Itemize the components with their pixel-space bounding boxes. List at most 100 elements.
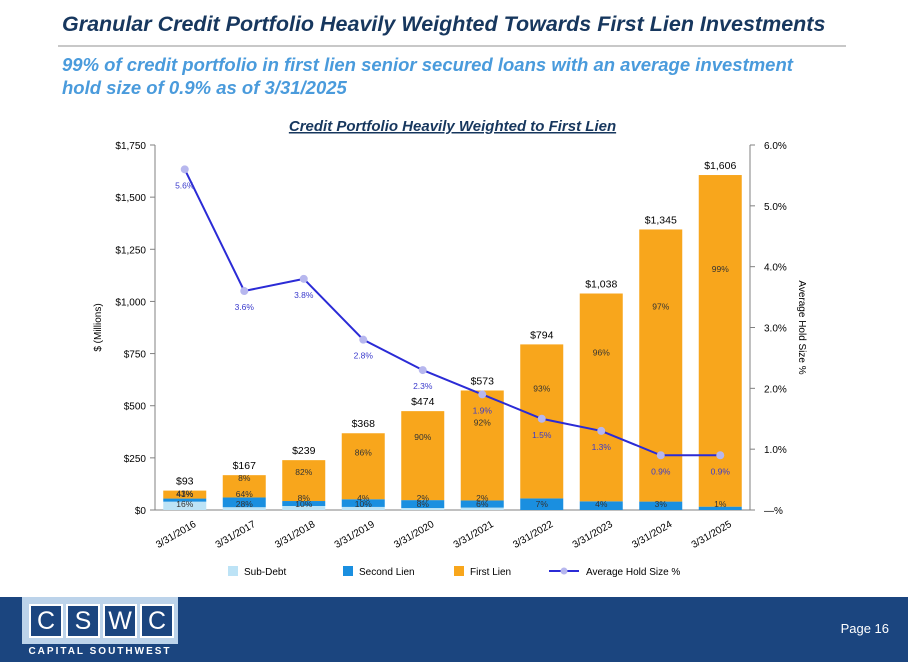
hold-size-label: 0.9% xyxy=(651,466,671,476)
logo-letter: S xyxy=(66,604,100,638)
first-lien-bar xyxy=(639,229,683,502)
bar-total-label: $167 xyxy=(233,460,257,472)
first-lien-bar xyxy=(341,433,385,500)
first-lien-label: 41% xyxy=(176,489,193,499)
slide-subtitle: 99% of credit portfolio in first lien se… xyxy=(62,54,793,98)
legend-sub-debt-swatch xyxy=(228,566,238,576)
y-tick-label: $1,250 xyxy=(115,245,146,256)
slide-title: Granular Credit Portfolio Heavily Weight… xyxy=(62,12,826,36)
hold-size-label: 2.8% xyxy=(354,351,374,361)
legend-second-lien-label: Second Lien xyxy=(359,567,415,578)
second-lien-bar xyxy=(520,498,564,510)
legend-first-lien-label: First Lien xyxy=(470,567,511,578)
sub-debt-bar xyxy=(341,506,385,510)
y-tick-label: $1,500 xyxy=(115,193,146,204)
second-lien-label: 10% xyxy=(295,499,312,509)
second-lien-label: 1% xyxy=(714,499,727,509)
hold-size-point xyxy=(180,165,189,174)
title-divider xyxy=(58,45,846,47)
second-lien-label: 8% xyxy=(417,499,430,509)
hold-size-label: 1.9% xyxy=(473,405,493,415)
y-axis-title: $ (Millions) xyxy=(93,303,104,351)
x-tick-label: 3/31/2018 xyxy=(273,519,317,551)
x-tick-label: 3/31/2016 xyxy=(154,519,198,551)
page-number: Page 16 xyxy=(840,621,889,636)
sub-debt-bar xyxy=(401,508,445,510)
chart-title: Credit Portfolio Heavily Weighted to Fir… xyxy=(289,118,616,135)
second-lien-bar xyxy=(579,501,623,510)
second-lien-label: 6% xyxy=(476,499,489,509)
second-lien-label: 7% xyxy=(536,499,549,509)
x-tick-label: 3/31/2024 xyxy=(630,519,674,551)
sub-debt-label: 8% xyxy=(238,473,251,483)
y2-axis-title: Average Hold Size % xyxy=(796,280,807,374)
y2-tick-label: —% xyxy=(764,506,783,517)
first-lien-label: 92% xyxy=(474,417,491,427)
first-lien-label: 90% xyxy=(414,432,431,442)
first-lien-label: 93% xyxy=(533,384,550,394)
logo-letter: C xyxy=(29,604,63,638)
bar-total-label: $1,606 xyxy=(704,160,736,172)
bar-total-label: $474 xyxy=(411,396,435,408)
legend-sub-debt-label: Sub-Debt xyxy=(244,567,286,578)
y2-tick-label: 3.0% xyxy=(764,324,787,335)
bar-total-label: $368 xyxy=(352,418,376,430)
y-tick-label: $0 xyxy=(135,506,147,517)
y2-tick-label: 6.0% xyxy=(764,141,787,152)
hold-size-point xyxy=(299,274,308,283)
bar-total-label: $239 xyxy=(292,445,316,457)
sub-debt-label: 43% xyxy=(176,489,193,499)
second-lien-bar xyxy=(698,506,742,510)
first-lien-label: 64% xyxy=(236,489,253,499)
y-tick-label: $250 xyxy=(124,454,147,465)
hold-size-point xyxy=(656,451,665,460)
second-lien-bar xyxy=(401,500,445,509)
hold-size-point xyxy=(359,335,368,344)
hold-size-point xyxy=(537,414,546,423)
x-tick-label: 3/31/2020 xyxy=(392,519,436,551)
hold-size-label: 5.6% xyxy=(175,180,195,190)
sub-debt-label: 4% xyxy=(357,493,370,503)
y-tick-label: $750 xyxy=(124,350,147,361)
sub-debt-label: 2% xyxy=(417,493,430,503)
legend-second-lien-swatch xyxy=(343,566,353,576)
first-lien-label: 99% xyxy=(712,264,729,274)
x-tick-label: 3/31/2017 xyxy=(214,519,258,551)
second-lien-label: 10% xyxy=(355,499,372,509)
sub-debt-bar xyxy=(460,507,504,510)
first-lien-bar xyxy=(163,490,207,499)
hold-size-point xyxy=(478,390,487,399)
first-lien-label: 96% xyxy=(593,348,610,358)
hold-size-label: 3.6% xyxy=(235,302,255,312)
x-tick-label: 3/31/2021 xyxy=(452,519,496,551)
hold-size-point xyxy=(418,366,427,375)
hold-size-label: 1.5% xyxy=(532,430,552,440)
sub-debt-bar xyxy=(222,507,266,510)
bar-total-label: $1,038 xyxy=(585,279,617,291)
first-lien-bar xyxy=(222,475,266,498)
first-lien-label: 82% xyxy=(295,467,312,477)
hold-size-point xyxy=(716,451,725,460)
first-lien-bar xyxy=(579,293,623,502)
hold-size-label: 2.3% xyxy=(413,381,433,391)
x-tick-label: 3/31/2023 xyxy=(571,519,615,551)
footer-bar: C S W C CAPITAL SOUTHWEST Page 16 xyxy=(0,597,908,662)
sub-debt-label: 8% xyxy=(298,493,311,503)
sub-debt-label: 2% xyxy=(476,493,489,503)
first-lien-label: 86% xyxy=(355,448,372,458)
y2-tick-label: 2.0% xyxy=(764,384,787,395)
second-lien-label: 4% xyxy=(595,499,608,509)
second-lien-label: 28% xyxy=(236,499,253,509)
sub-debt-bar xyxy=(163,501,207,510)
first-lien-bar xyxy=(282,460,326,502)
hold-size-point xyxy=(240,287,249,295)
second-lien-bar xyxy=(222,497,266,508)
second-lien-label: 3% xyxy=(655,499,668,509)
logo-subtitle: CAPITAL SOUTHWEST xyxy=(28,646,172,657)
legend-hold-size-marker xyxy=(560,567,568,575)
hold-size-label: 0.9% xyxy=(711,466,731,476)
second-lien-bar xyxy=(163,498,207,502)
hold-size-label: 3.8% xyxy=(294,290,314,300)
y-tick-label: $1,000 xyxy=(115,297,146,308)
first-lien-label: 97% xyxy=(652,302,669,312)
